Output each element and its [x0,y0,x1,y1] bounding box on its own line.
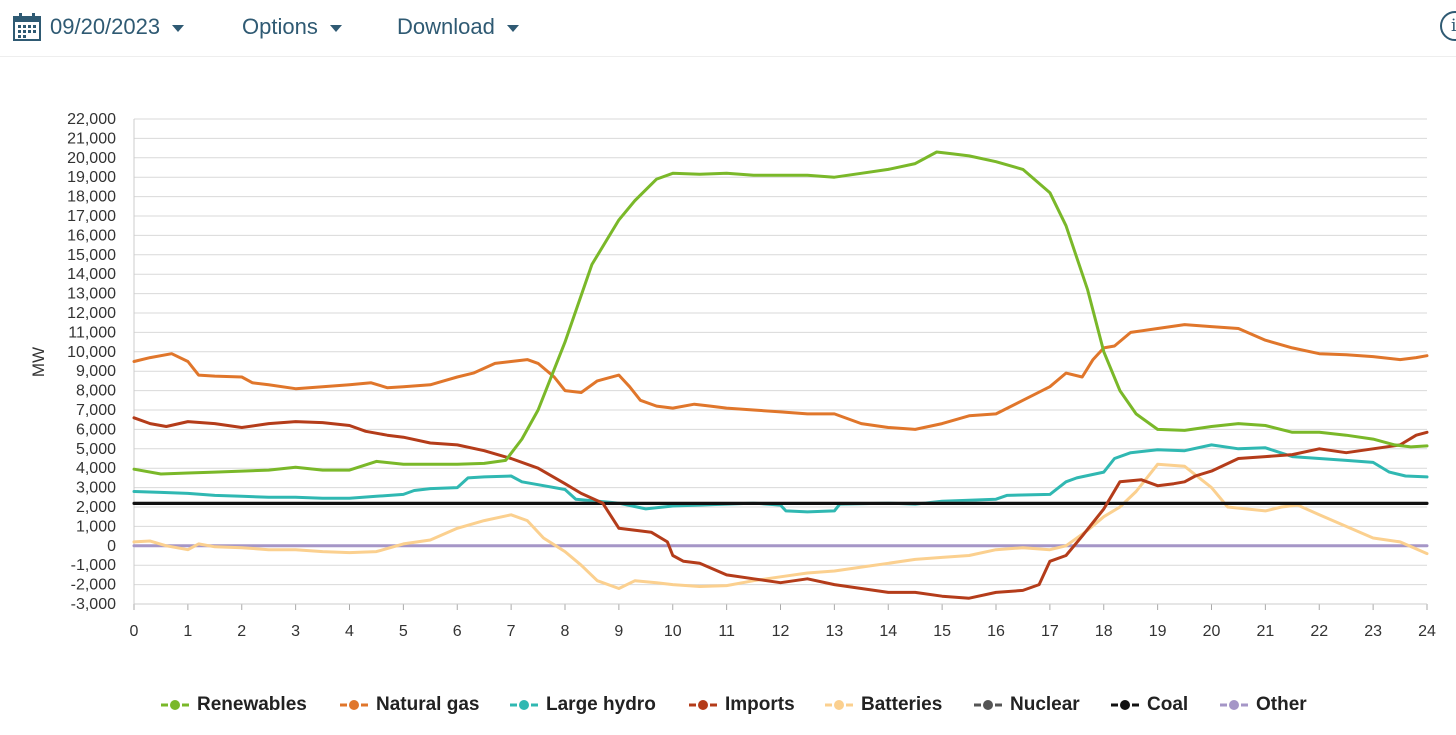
legend-item-coal[interactable]: Coal [1111,690,1188,720]
y-tick-label: 0 [107,538,116,555]
legend-marker-icon [689,700,717,710]
y-tick-label: -1,000 [71,557,116,574]
legend-label: Other [1256,694,1307,715]
legend-marker-icon [1111,700,1139,710]
series-lines [132,150,1429,600]
x-tick-label: 24 [1418,623,1436,640]
y-tick-label: 21,000 [67,130,116,147]
x-tick-label: 20 [1203,623,1221,640]
x-tick-label: 18 [1095,623,1113,640]
x-tick-label: 0 [130,623,139,640]
x-tick-label: 1 [183,623,192,640]
chevron-down-icon [172,24,185,32]
x-tick-label: 23 [1364,623,1382,640]
legend-label: Natural gas [376,694,480,715]
x-tick-label: 5 [399,623,408,640]
series-line-large-hydro[interactable] [132,443,1429,514]
legend-item-natural-gas[interactable]: Natural gas [340,690,479,720]
x-tick-label: 14 [879,623,897,640]
y-tick-label: 9,000 [76,363,116,380]
legend-label: Imports [725,694,795,715]
x-tick-label: 10 [664,623,682,640]
legend-marker-icon [161,700,189,710]
y-tick-label: 1,000 [76,518,116,535]
y-tick-label: 2,000 [76,499,116,516]
y-tick-label: 20,000 [67,150,116,167]
legend-item-nuclear[interactable]: Nuclear [974,690,1080,720]
toolbar: 09/20/2023 Options Download i [0,0,1456,57]
legend-label: Large hydro [546,694,656,715]
x-tick-label: 16 [987,623,1005,640]
y-axis: 22,000 21,000 20,000 19,000 18,000 17,000 16,0… [67,111,116,613]
series-line-imports[interactable] [132,416,1429,600]
legend-label: Batteries [861,694,943,715]
y-tick-label: 11,000 [68,324,116,341]
download-button[interactable]: Download [397,12,519,42]
x-tick-label: 3 [291,623,300,640]
legend-item-renewables[interactable]: Renewables [161,690,307,720]
chevron-down-icon [329,24,342,32]
legend-marker-icon [340,700,368,710]
series-line-batteries[interactable] [132,462,1429,590]
legend-marker-icon [974,700,1002,710]
date-picker-button[interactable]: 09/20/2023 [12,12,185,42]
legend: Renewables Natural gas Large hydro Imports B… [0,690,1456,720]
x-tick-label: 15 [933,623,951,640]
y-tick-label: 16,000 [67,227,116,244]
y-tick-label: 22,000 [67,111,116,128]
x-tick-label: 6 [453,623,462,640]
y-tick-label: 4,000 [76,460,116,477]
legend-marker-icon [825,700,853,710]
x-tick-label: 19 [1149,623,1167,640]
legend-item-large-hydro[interactable]: Large hydro [510,690,656,720]
x-tick-label: 12 [772,623,790,640]
legend-label: Renewables [197,694,307,715]
series-line-natural-gas[interactable] [132,323,1429,431]
x-tick-label: 17 [1041,623,1059,640]
line-chart: 22,00021,00020,00019,00018,00017,00016,0… [29,111,1436,640]
grid [133,118,1427,605]
y-tick-label: 17,000 [67,208,116,225]
y-tick-label: 13,000 [67,286,116,303]
x-tick-label: 4 [345,623,354,640]
y-tick-label: 6,000 [76,421,116,438]
y-tick-label: 8,000 [76,383,116,400]
y-tick-label: -3,000 [71,596,116,613]
legend-label: Nuclear [1010,694,1080,715]
legend-item-batteries[interactable]: Batteries [825,690,942,720]
download-label: Download [397,14,495,39]
y-tick-label: 5,000 [76,441,116,458]
y-axis-title: MW [29,347,48,377]
y-tick-label: 10,000 [67,344,116,361]
chevron-down-icon [506,24,519,32]
calendar-icon [13,13,41,41]
options-label: Options [242,14,318,39]
x-tick-label: 11 [718,623,735,640]
date-label: 09/20/2023 [50,14,161,39]
x-tick-label: 22 [1310,623,1328,640]
legend-marker-icon [1220,700,1248,710]
y-tick-label: 15,000 [67,247,116,264]
y-tick-label: 3,000 [76,480,116,497]
options-button[interactable]: Options [242,12,342,42]
legend-label: Coal [1147,694,1189,715]
legend-item-other[interactable]: Other [1220,690,1307,720]
y-tick-label: 12,000 [67,305,116,322]
x-tick-label: 9 [614,623,623,640]
y-tick-label: 14,000 [67,266,116,283]
x-tick-label: 7 [507,623,516,640]
x-axis: 0 1 2 3 4 5 6 7 8 9 10 11 12 13 14 15 16 17 18 19 20 21 22 23 24 [130,603,1436,640]
legend-marker-icon [510,700,538,710]
y-tick-label: 18,000 [67,189,116,206]
y-tick-label: 19,000 [67,169,116,186]
x-tick-label: 13 [825,623,843,640]
y-tick-label: -2,000 [71,577,116,594]
x-tick-label: 21 [1256,623,1274,640]
y-tick-label: 7,000 [76,402,116,419]
x-tick-label: 8 [561,623,570,640]
legend-item-imports[interactable]: Imports [689,690,795,720]
series-line-renewables[interactable] [132,150,1429,476]
x-tick-label: 2 [237,623,246,640]
